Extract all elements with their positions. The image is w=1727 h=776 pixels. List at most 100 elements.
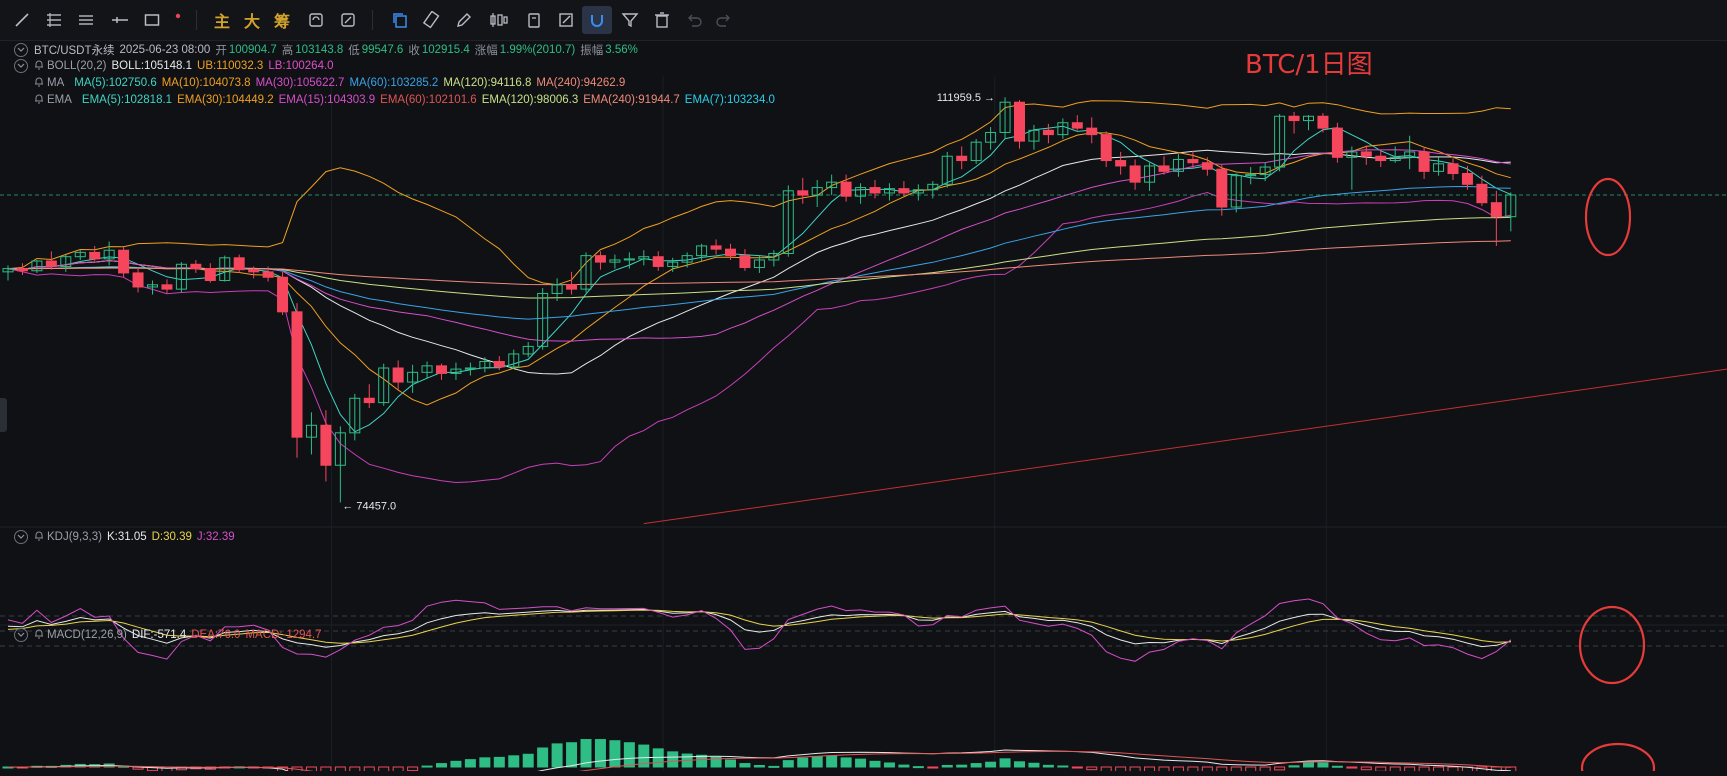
- candle-body: [739, 255, 751, 269]
- bell-icon[interactable]: [34, 628, 44, 642]
- macd-histogram-bar: [1433, 766, 1445, 774]
- ema120-value: EMA(120):98006.3: [481, 94, 579, 106]
- horizontal-lines-icon[interactable]: [74, 6, 98, 34]
- candle-body: [970, 141, 982, 162]
- candle-body: [1201, 162, 1213, 170]
- trend-line-icon[interactable]: [10, 6, 34, 34]
- collapse-chevron-icon[interactable]: [14, 530, 28, 544]
- ema-name: EMA: [47, 94, 72, 106]
- magnet-icon[interactable]: [582, 6, 612, 34]
- candle-body: [1375, 155, 1387, 162]
- multi-line-icon[interactable]: [42, 6, 66, 34]
- macd-histogram-bar: [985, 761, 997, 768]
- macd-name: MACD(12,26,9): [47, 629, 127, 641]
- ema5-value: EMA(5):102818.1: [81, 94, 173, 106]
- candle-body: [1447, 163, 1459, 175]
- undo-icon[interactable]: [682, 6, 706, 34]
- candle-body: [1129, 165, 1141, 183]
- sidebar-collapse-handle[interactable]: [0, 398, 7, 432]
- sync-icon[interactable]: [304, 6, 328, 34]
- boll-upper: UB:110032.3: [197, 60, 264, 72]
- candle-body: [349, 397, 361, 434]
- candle-body: [1360, 151, 1372, 157]
- candle-body: [1404, 151, 1416, 158]
- macd-histogram-bar: [479, 757, 491, 768]
- macd-histogram-bar: [1144, 766, 1156, 776]
- formula-icon[interactable]: [336, 6, 360, 34]
- candles-icon[interactable]: [486, 6, 512, 34]
- macd-histogram-bar: [768, 765, 780, 768]
- candle-body: [407, 371, 419, 383]
- ruler-icon[interactable]: [420, 6, 444, 34]
- candle-body: [493, 361, 505, 368]
- macd-histogram-bar: [1375, 766, 1387, 772]
- rectangle-icon[interactable]: [140, 6, 164, 34]
- macd-dif-value: DIF:-571.4: [131, 629, 187, 641]
- filter-icon[interactable]: [618, 6, 642, 34]
- low-label: 低: [348, 45, 360, 57]
- candle-body: [898, 188, 910, 194]
- bell-icon[interactable]: [34, 76, 44, 90]
- kdj-d-value: D:30.39: [151, 531, 192, 543]
- macd-histogram-bar: [1115, 766, 1127, 776]
- macd-histogram-bar: [1129, 766, 1141, 776]
- bell-icon[interactable]: [34, 59, 44, 73]
- bar-datetime: 2025-06-23 08:00: [119, 44, 211, 56]
- candle-body: [305, 424, 317, 438]
- macd-histogram-bar: [1172, 766, 1184, 776]
- collapse-chevron-icon[interactable]: [14, 628, 28, 642]
- pencil-icon[interactable]: [452, 6, 476, 34]
- macd-histogram-bar: [1014, 761, 1025, 768]
- bell-icon[interactable]: [34, 530, 44, 544]
- save-icon[interactable]: [522, 6, 546, 34]
- candle-body: [1331, 127, 1343, 158]
- macd-histogram-bar: [1071, 766, 1083, 769]
- edit-icon[interactable]: [554, 6, 578, 34]
- chart-area[interactable]: 111959.5 → ← 74457.0: [0, 41, 1727, 776]
- candle-body: [233, 257, 245, 271]
- candle-body: [609, 259, 621, 263]
- copy-icon[interactable]: [388, 6, 412, 34]
- candle-body: [45, 260, 57, 267]
- candle-body: [89, 251, 101, 260]
- amplitude-value: 3.56%: [605, 44, 638, 56]
- macd-legend: MACD(12,26,9) DIF:-571.4 DEA:76.0 MACD:-…: [14, 628, 327, 642]
- redo-icon[interactable]: [712, 6, 736, 34]
- main-chart-toggle[interactable]: 主: [211, 6, 233, 34]
- horizontal-ray-icon[interactable]: [108, 6, 132, 34]
- chip-label: 筹: [273, 12, 290, 31]
- macd-histogram-bar: [291, 766, 303, 776]
- candle-body: [1346, 151, 1358, 158]
- candle-body: [1490, 202, 1502, 218]
- candle-body: [74, 251, 86, 258]
- ma30-value: MA(30):105622.7: [255, 77, 345, 89]
- low-price-label: ← 74457.0: [342, 500, 396, 512]
- macd-histogram-bar: [941, 764, 953, 768]
- candle-body: [1057, 122, 1069, 136]
- kdj-name: KDJ(9,3,3): [47, 531, 102, 543]
- chart-canvas[interactable]: 111959.5 → ← 74457.0: [0, 41, 1727, 776]
- macd-histogram-bar: [710, 756, 722, 768]
- macd-histogram-bar: [1042, 764, 1054, 768]
- annotation-circle: [1578, 605, 1646, 685]
- big-chart-toggle[interactable]: 大: [241, 6, 263, 34]
- boll-lower-line: [7, 191, 1511, 484]
- bell-icon[interactable]: [34, 93, 44, 107]
- collapse-chevron-icon[interactable]: [14, 59, 28, 73]
- candle-body: [927, 183, 939, 191]
- candle-body: [840, 181, 852, 197]
- candle-body: [1461, 173, 1473, 185]
- collapse-chevron-icon[interactable]: [14, 43, 28, 57]
- candle-body: [869, 187, 881, 194]
- candle-body: [16, 268, 28, 272]
- ma-legend: MA MA(5):102750.6 MA(10):104073.8 MA(30)…: [14, 76, 630, 90]
- delete-icon[interactable]: [650, 6, 674, 34]
- more-dot-icon[interactable]: [170, 6, 186, 34]
- candle-body: [147, 284, 158, 288]
- macd-histogram-bar: [1201, 766, 1213, 776]
- close-label: 收: [408, 45, 420, 57]
- candle-body: [753, 259, 765, 269]
- candle-body: [464, 367, 476, 370]
- kdj-d-line: [7, 609, 1511, 644]
- chip-distribution-toggle[interactable]: 筹: [271, 6, 293, 34]
